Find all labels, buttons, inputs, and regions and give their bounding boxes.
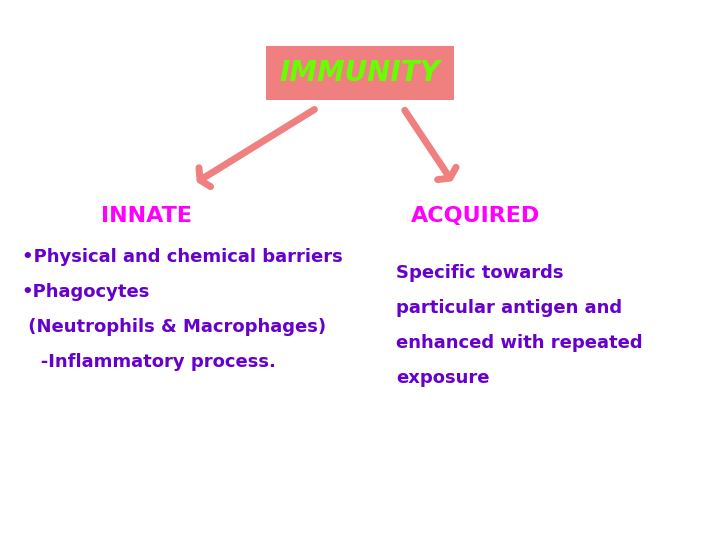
Text: ACQUIRED: ACQUIRED — [410, 206, 540, 226]
Text: INNATE: INNATE — [101, 206, 192, 226]
Text: enhanced with repeated: enhanced with repeated — [396, 334, 643, 352]
Text: (Neutrophils & Macrophages): (Neutrophils & Macrophages) — [22, 318, 325, 336]
FancyBboxPatch shape — [266, 46, 454, 100]
Text: Specific towards: Specific towards — [396, 264, 564, 282]
Text: exposure: exposure — [396, 369, 490, 387]
Text: •Phagocytes: •Phagocytes — [22, 282, 150, 301]
Text: -Inflammatory process.: -Inflammatory process. — [22, 353, 276, 371]
Text: •Physical and chemical barriers: •Physical and chemical barriers — [22, 247, 342, 266]
Text: IMMUNITY: IMMUNITY — [279, 59, 441, 87]
Text: particular antigen and: particular antigen and — [396, 299, 622, 317]
